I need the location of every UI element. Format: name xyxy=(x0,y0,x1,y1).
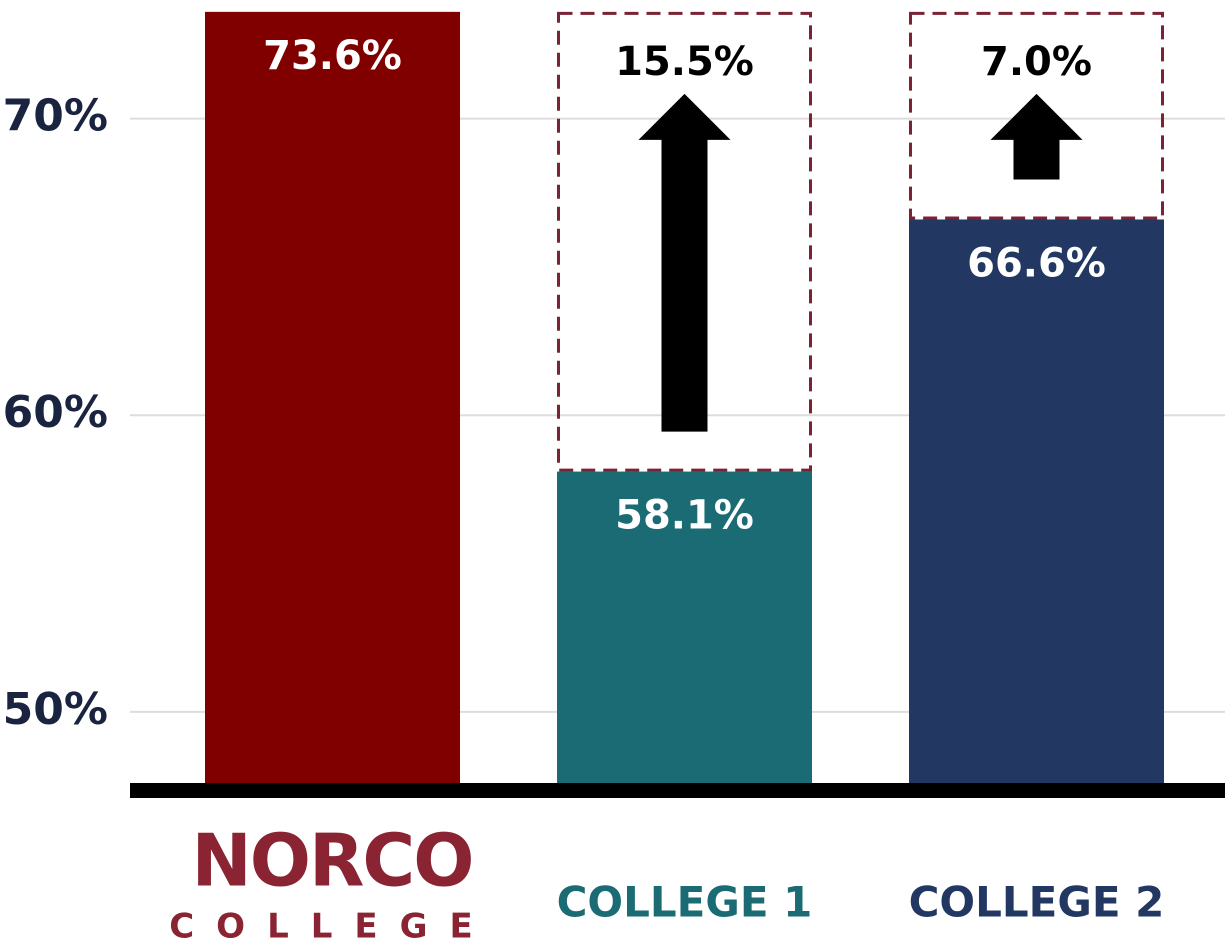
bar xyxy=(205,11,460,783)
gap-label: 7.0% xyxy=(981,39,1092,85)
bar xyxy=(557,471,812,783)
x-tick-label: COLLEGE 1 xyxy=(557,878,813,927)
logo-top: NORCO xyxy=(192,819,473,903)
bar xyxy=(909,219,1164,783)
gap-box xyxy=(909,11,1164,220)
bar-label: 66.6% xyxy=(967,240,1106,286)
arrow xyxy=(990,93,1083,180)
gap-box xyxy=(557,11,812,472)
y-tick-label: 60% xyxy=(3,387,108,438)
x-tick-label: COLLEGE 2 xyxy=(909,878,1165,927)
y-tick-label: 70% xyxy=(3,91,108,142)
bar-label: 58.1% xyxy=(615,493,754,539)
gap-label: 15.5% xyxy=(615,39,754,85)
bar-label: 73.6% xyxy=(263,33,402,79)
x-axis xyxy=(130,783,1225,798)
logo-bottom: COLLEGE xyxy=(169,907,495,947)
y-tick-label: 50% xyxy=(3,684,108,735)
arrow xyxy=(638,93,731,432)
